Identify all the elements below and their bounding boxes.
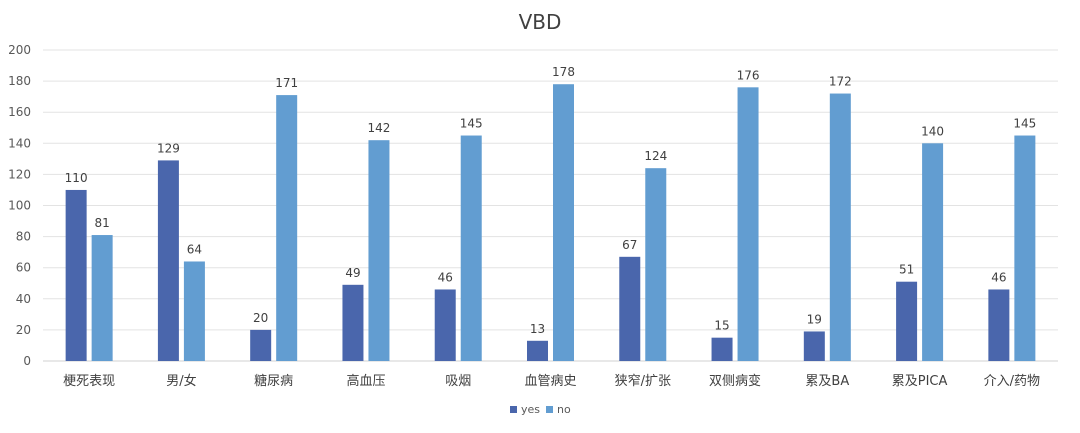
bar-no <box>91 235 113 361</box>
y-tick-label: 160 <box>8 105 31 119</box>
y-tick-label: 180 <box>8 74 31 88</box>
bar-no <box>1014 135 1036 361</box>
data-label: 171 <box>275 76 298 90</box>
data-label: 178 <box>552 65 575 79</box>
legend-swatch-yes <box>510 406 517 413</box>
bar-yes <box>527 340 548 361</box>
data-label: 124 <box>644 149 667 163</box>
x-tick-label: 累及BA <box>805 374 849 389</box>
chart-title: VBD <box>519 10 562 34</box>
bar-no <box>737 87 759 361</box>
bar-no <box>460 135 482 361</box>
x-tick-label: 血管病史 <box>524 374 576 389</box>
bar-no <box>183 261 205 361</box>
data-labels: 110 81 129 64 20 171 49 142 46 145 13 178 67 124 15 176… <box>65 65 1037 336</box>
bar-yes <box>434 289 456 361</box>
data-label: 67 <box>622 238 637 252</box>
x-tick-label: 介入/药物 <box>984 374 1040 389</box>
data-label: 140 <box>921 124 944 138</box>
data-label: 110 <box>65 171 88 185</box>
legend-swatch-no <box>546 406 553 413</box>
bar-no <box>645 168 667 361</box>
bar-no <box>922 143 944 361</box>
bar-no <box>276 95 298 361</box>
x-tick-label: 梗死表现 <box>63 374 115 389</box>
bar-no <box>368 140 390 361</box>
data-label: 19 <box>807 312 822 326</box>
bar-yes <box>896 281 918 361</box>
bar-yes <box>65 189 87 361</box>
y-tick-label: 40 <box>16 292 31 306</box>
x-tick-label: 男/女 <box>166 373 196 389</box>
y-axis-ticks: 0 20 40 60 80 100 120 140 160 180 200 <box>8 43 31 368</box>
data-label: 145 <box>1013 117 1036 131</box>
y-tick-label: 20 <box>16 323 31 337</box>
data-label: 129 <box>157 141 180 155</box>
data-label: 46 <box>438 270 453 284</box>
bar-yes <box>157 160 179 361</box>
x-tick-label: 高血压 <box>346 373 385 389</box>
y-tick-label: 200 <box>8 43 31 57</box>
data-label: 81 <box>94 216 109 230</box>
y-tick-label: 60 <box>16 261 31 275</box>
x-tick-label: 狭窄/扩张 <box>615 373 671 389</box>
bars <box>65 84 1036 362</box>
y-tick-label: 100 <box>8 199 31 213</box>
data-label: 145 <box>460 117 483 131</box>
x-tick-label: 累及PICA <box>892 374 948 389</box>
bar-yes <box>342 284 364 361</box>
data-label: 142 <box>368 121 391 135</box>
data-label: 13 <box>530 322 545 336</box>
legend-label-yes: yes <box>521 403 540 416</box>
bar-no <box>829 93 851 361</box>
x-tick-label: 糖尿病 <box>254 373 293 389</box>
data-label: 20 <box>253 311 268 325</box>
legend: yes no <box>510 403 571 416</box>
data-label: 172 <box>829 75 852 89</box>
data-label: 15 <box>714 319 729 333</box>
x-axis-ticks: 梗死表现 男/女 糖尿病 高血压 吸烟 血管病史 狭窄/扩张 双侧病变 累及BA 累及PICA 介入… <box>63 373 1040 389</box>
data-label: 176 <box>737 68 760 82</box>
data-label: 51 <box>899 263 914 277</box>
bar-yes <box>988 289 1010 361</box>
x-tick-label: 吸烟 <box>445 374 471 389</box>
bar-no <box>553 84 574 362</box>
data-label: 46 <box>991 270 1006 284</box>
bar-yes <box>711 337 733 361</box>
data-label: 49 <box>345 266 360 280</box>
bar-yes <box>803 331 825 361</box>
bar-yes <box>619 256 641 361</box>
gridlines <box>43 49 1058 362</box>
x-tick-label: 双侧病变 <box>709 373 761 389</box>
y-tick-label: 120 <box>8 167 31 181</box>
y-tick-label: 0 <box>23 354 31 368</box>
data-label: 64 <box>187 242 202 256</box>
y-tick-label: 80 <box>16 230 31 244</box>
legend-label-no: no <box>557 403 571 416</box>
bar-yes <box>250 329 272 361</box>
y-tick-label: 140 <box>8 136 31 150</box>
